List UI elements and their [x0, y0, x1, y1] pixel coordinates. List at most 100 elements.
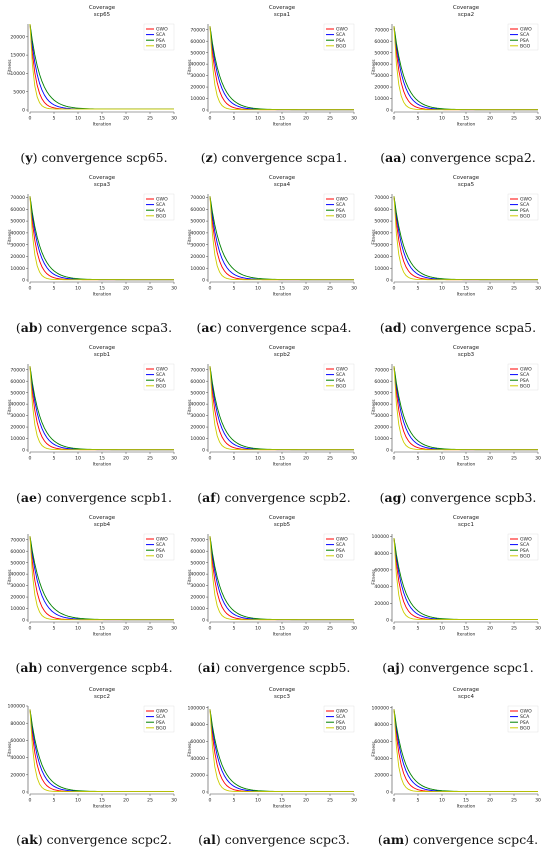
chart-title: Coverage	[453, 345, 480, 351]
legend-label-bgo: BGO	[520, 725, 531, 731]
x-tick-label: 25	[511, 456, 517, 462]
y-axis-label: Fitness	[371, 229, 377, 245]
x-tick-label: 15	[99, 798, 105, 804]
y-tick-label: 30000	[10, 583, 25, 589]
chart-subtitle: scpc2	[94, 694, 110, 700]
x-tick-label: 0	[29, 286, 32, 292]
y-tick-label: 100000	[187, 705, 205, 711]
legend-label-bgo: BGO	[156, 725, 167, 731]
y-tick-label: 70000	[10, 195, 25, 201]
chart-panel-scp65: Coverage scp65 0 5000 10000 15000 20000 0 5 10 15 2…	[7, 2, 180, 168]
y-tick-label: 60000	[10, 549, 25, 555]
y-tick-label: 30000	[190, 413, 205, 419]
x-tick-label: 10	[439, 456, 445, 462]
y-tick-label: 20000	[190, 254, 205, 260]
legend-label-gwo: GWO	[156, 197, 168, 203]
y-axis-label: Fitness	[371, 569, 377, 585]
x-axis-label: Iteration	[273, 462, 292, 468]
caption-letter: af	[202, 490, 216, 505]
x-tick-label: 20	[487, 798, 493, 804]
x-tick-label: 5	[417, 116, 420, 122]
x-tick-label: 5	[53, 456, 56, 462]
x-tick-label: 20	[303, 456, 309, 462]
x-tick-label: 25	[511, 286, 517, 292]
x-tick-label: 0	[29, 798, 32, 804]
legend-label-gwo: GWO	[520, 367, 532, 373]
x-tick-label: 30	[171, 626, 177, 632]
chart-title: Coverage	[269, 345, 296, 351]
legend-label-gwo: GWO	[520, 709, 532, 715]
legend-label-gwo: GWO	[336, 709, 348, 715]
y-tick-label: 60000	[190, 549, 205, 555]
y-tick-label: 0	[202, 618, 205, 624]
y-tick-label: 0	[386, 790, 389, 796]
x-tick-label: 10	[439, 798, 445, 804]
legend-label-psa: PSA	[520, 38, 530, 44]
figure-caption: (y) convergence scp65.	[20, 150, 168, 165]
y-tick-label: 50000	[374, 390, 389, 396]
y-tick-label: 70000	[190, 367, 205, 373]
x-tick-label: 15	[463, 626, 469, 632]
series-line-bgo	[209, 366, 354, 451]
caption-text: convergence scpa3.	[46, 320, 173, 335]
y-axis-label: Fitness	[7, 59, 13, 75]
chart-panel-scpb1: Coverage scpb1 0 10000 20000 30000 40000 50000 6…	[7, 342, 180, 508]
x-tick-label: 25	[147, 286, 153, 292]
caption-letter: ah	[20, 660, 38, 675]
x-tick-label: 5	[417, 456, 420, 462]
chart-subtitle: scpb2	[274, 352, 290, 358]
chart-panel-scpc2: Coverage scpc2 0 20000 40000 60000 80000 100000…	[7, 684, 180, 850]
y-tick-label: 20000	[190, 425, 205, 431]
legend-label-sca: SCA	[520, 372, 530, 378]
x-tick-label: 30	[351, 116, 357, 122]
legend-label-psa: PSA	[520, 548, 530, 554]
series-line-bgo	[393, 366, 538, 451]
figure-caption: (ac) convergence scpa4.	[196, 320, 352, 335]
caption-letter: ai	[202, 660, 216, 675]
y-axis-label: Fitness	[7, 399, 13, 415]
y-tick-label: 40000	[10, 230, 25, 236]
legend-label-sca: SCA	[520, 202, 530, 208]
x-tick-label: 0	[29, 626, 32, 632]
y-tick-label: 40000	[10, 755, 25, 761]
series-line-bgo	[29, 366, 174, 451]
x-tick-label: 10	[255, 798, 261, 804]
chart-panel-scpc3: Coverage scpc3 0 20000 40000 60000 80000 100000…	[187, 684, 360, 850]
figure-caption: (ak) convergence scpc2.	[16, 832, 172, 847]
y-axis-label: Fitness	[7, 569, 13, 585]
y-tick-label: 40000	[190, 756, 205, 762]
y-tick-label: 70000	[374, 195, 389, 201]
x-tick-label: 30	[351, 456, 357, 462]
y-tick-label: 20000	[10, 425, 25, 431]
caption-letter: aj	[387, 660, 400, 675]
caption-text: convergence scpc1.	[408, 660, 534, 675]
x-tick-label: 5	[53, 798, 56, 804]
x-tick-label: 20	[487, 116, 493, 122]
chart-subtitle: scpa4	[274, 182, 291, 188]
y-tick-label: 50000	[374, 219, 389, 225]
x-tick-label: 10	[75, 116, 81, 122]
chart-subtitle: scpa3	[94, 182, 111, 188]
x-tick-label: 10	[255, 116, 261, 122]
y-tick-label: 50000	[10, 390, 25, 396]
x-tick-label: 0	[29, 116, 32, 122]
x-axis-label: Iteration	[457, 632, 476, 638]
y-tick-label: 80000	[190, 722, 205, 728]
caption-text: convergence scpa5.	[410, 320, 537, 335]
y-axis-label: Fitness	[371, 59, 377, 75]
x-tick-label: 10	[439, 626, 445, 632]
legend-label-sca: SCA	[520, 542, 530, 548]
x-tick-label: 10	[75, 456, 81, 462]
figure-caption: (z) convergence scpa1.	[200, 150, 348, 165]
y-axis-label: Fitness	[7, 229, 13, 245]
y-tick-label: 0	[202, 108, 205, 114]
legend-label-sca: SCA	[520, 714, 530, 720]
y-tick-label: 30000	[190, 73, 205, 79]
y-tick-label: 70000	[10, 537, 25, 543]
legend-label-bgo: BGO	[520, 43, 531, 49]
y-tick-label: 10000	[10, 606, 25, 612]
y-tick-label: 10000	[10, 266, 25, 272]
